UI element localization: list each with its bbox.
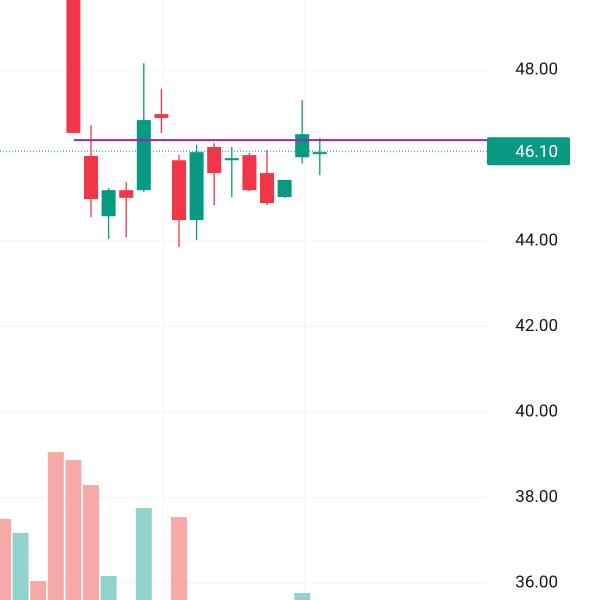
y-tick-label: 40.00	[515, 401, 558, 421]
volume-bar	[294, 593, 311, 600]
volume-pane	[0, 452, 311, 600]
last-price-badge	[487, 137, 570, 166]
price-axis: 36.00 38.00 40.00 42.00 44.00 48.00 46.10	[487, 60, 570, 592]
volume-bar	[30, 581, 47, 600]
candles	[66, 0, 327, 248]
candle-body	[101, 190, 116, 217]
candle-body	[242, 155, 257, 191]
overlay	[0, 139, 487, 152]
last-price-label: 46.10	[515, 142, 558, 162]
y-tick-label: 48.00	[515, 60, 558, 80]
volume-bar	[0, 519, 11, 600]
volume-bar	[135, 508, 152, 600]
candle-body	[66, 0, 81, 133]
volume-bar	[65, 460, 82, 600]
volume-bar	[100, 576, 117, 600]
candle-body	[207, 147, 222, 174]
volume-bar	[12, 533, 29, 600]
volume-bar	[47, 452, 64, 600]
candle-body	[224, 158, 239, 161]
candle-body	[189, 152, 204, 221]
candle-body	[277, 179, 292, 198]
y-tick-label: 42.00	[515, 316, 558, 336]
candle-body	[312, 152, 327, 155]
volume-bar	[83, 485, 99, 600]
candle-body	[295, 134, 310, 158]
candle-body	[154, 114, 169, 118]
candle-body	[119, 190, 134, 198]
candle-body	[172, 160, 186, 221]
y-tick-label: 38.00	[515, 487, 558, 507]
y-tick-label: 36.00	[515, 572, 558, 592]
candle-body	[84, 155, 98, 200]
volume-bar	[171, 517, 187, 600]
candle-body	[136, 120, 151, 191]
y-tick-label: 44.00	[515, 231, 558, 251]
candle-body	[260, 173, 274, 203]
